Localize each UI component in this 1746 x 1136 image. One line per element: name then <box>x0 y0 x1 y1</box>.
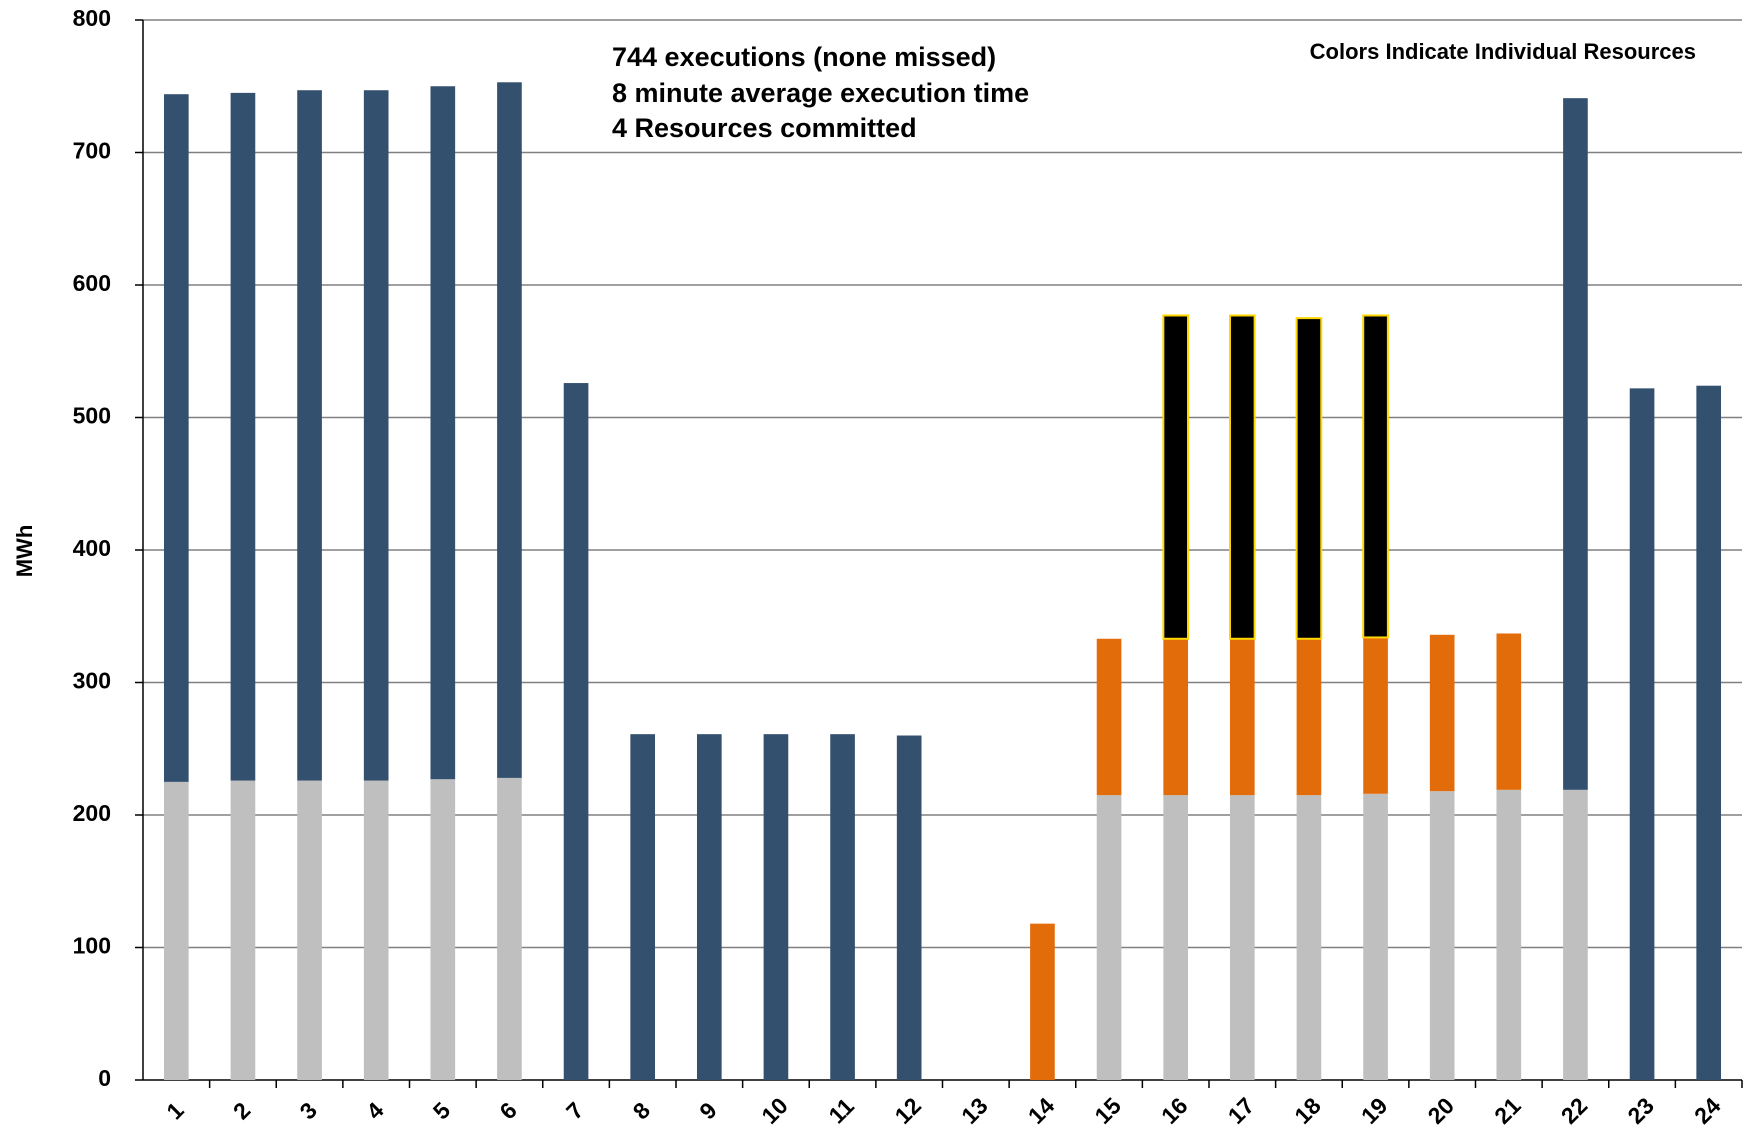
bar-segment <box>497 82 522 778</box>
y-tick-label: 200 <box>73 800 111 826</box>
bar-segment <box>1096 638 1122 796</box>
bar-segment <box>763 734 789 1080</box>
bar-segment <box>563 383 589 1080</box>
x-tick-label: 14 <box>1023 1092 1060 1129</box>
bar-segment <box>1228 314 1256 640</box>
bar-segment <box>630 734 656 1080</box>
y-tick-label: 100 <box>73 933 111 959</box>
bar-segment <box>1363 637 1388 794</box>
x-tick-label: 4 <box>361 1097 389 1125</box>
bar-segment <box>1163 795 1189 1080</box>
y-tick-label: 600 <box>73 270 111 296</box>
annotation: 8 minute average execution time <box>612 78 1029 108</box>
x-tick-label: 3 <box>294 1097 321 1124</box>
y-tick-label: 400 <box>73 535 111 561</box>
bar-segment <box>1163 638 1189 796</box>
x-tick-label: 7 <box>561 1097 588 1124</box>
x-tick-label: 12 <box>890 1092 926 1128</box>
bar-segment <box>430 86 456 780</box>
bar-segment <box>363 780 389 1080</box>
bar-segment <box>363 90 389 781</box>
x-tick-label: 13 <box>956 1092 992 1128</box>
bar-segment <box>163 94 189 782</box>
x-tick-label: 17 <box>1223 1092 1259 1128</box>
bar-segment <box>297 780 322 1080</box>
bar-segment <box>163 781 189 1080</box>
bar-segment <box>1363 793 1388 1080</box>
bar-segment <box>1229 638 1255 796</box>
bar-segment <box>1162 314 1190 640</box>
bar-segment <box>1496 633 1522 790</box>
bar-segment <box>497 777 522 1080</box>
bar-segment <box>430 779 456 1080</box>
y-axis-label: MWh <box>12 525 37 578</box>
x-tick-label: 19 <box>1356 1092 1392 1128</box>
bar-segment <box>230 780 256 1080</box>
bar-segment <box>1563 98 1588 790</box>
bar-segment <box>1296 638 1322 796</box>
x-tick-label: 2 <box>228 1097 255 1124</box>
x-tick-label: 1 <box>161 1097 189 1125</box>
x-tick-label: 16 <box>1156 1092 1192 1128</box>
x-tick-label: 22 <box>1556 1092 1592 1128</box>
bar-segment <box>297 90 322 781</box>
y-tick-label: 800 <box>73 5 111 31</box>
x-tick-label: 10 <box>756 1092 792 1128</box>
x-tick-label: 23 <box>1622 1092 1658 1128</box>
bar-segment <box>1096 795 1122 1080</box>
x-tick-label: 6 <box>494 1097 521 1124</box>
x-tick-label: 9 <box>694 1097 721 1124</box>
y-tick-label: 0 <box>98 1065 111 1091</box>
annotation: 744 executions (none missed) <box>612 42 996 72</box>
y-tick-label: 300 <box>73 668 111 694</box>
bar-segment <box>1296 795 1322 1080</box>
x-tick-label: 21 <box>1489 1092 1526 1129</box>
x-tick-label: 18 <box>1289 1092 1326 1129</box>
bar-segment <box>830 734 855 1080</box>
bar-segment <box>1696 385 1722 1080</box>
x-tick-label: 15 <box>1089 1092 1126 1129</box>
bar-segment <box>896 735 922 1080</box>
bar-segment <box>1295 317 1323 640</box>
bar-segment <box>1429 791 1455 1080</box>
bar-segment <box>1030 923 1055 1080</box>
x-tick-label: 5 <box>428 1097 456 1125</box>
bar-segment <box>230 92 256 781</box>
bar-segment <box>1496 789 1522 1080</box>
bar-segment <box>1629 388 1655 1081</box>
x-tick-label: 8 <box>628 1097 656 1125</box>
bar-segment <box>1229 795 1255 1080</box>
bar-segment <box>1563 789 1588 1080</box>
y-tick-label: 700 <box>73 138 111 164</box>
x-tick-label: 20 <box>1423 1092 1459 1128</box>
bar-segment <box>696 734 722 1080</box>
y-tick-label: 500 <box>73 403 111 429</box>
note: Colors Indicate Individual Resources <box>1310 39 1696 64</box>
x-tick-label: 11 <box>823 1093 859 1129</box>
x-tick-label: 24 <box>1689 1092 1726 1129</box>
bar-segment <box>1429 634 1455 792</box>
bar-segment <box>1362 314 1389 639</box>
annotation: 4 Resources committed <box>612 113 917 143</box>
